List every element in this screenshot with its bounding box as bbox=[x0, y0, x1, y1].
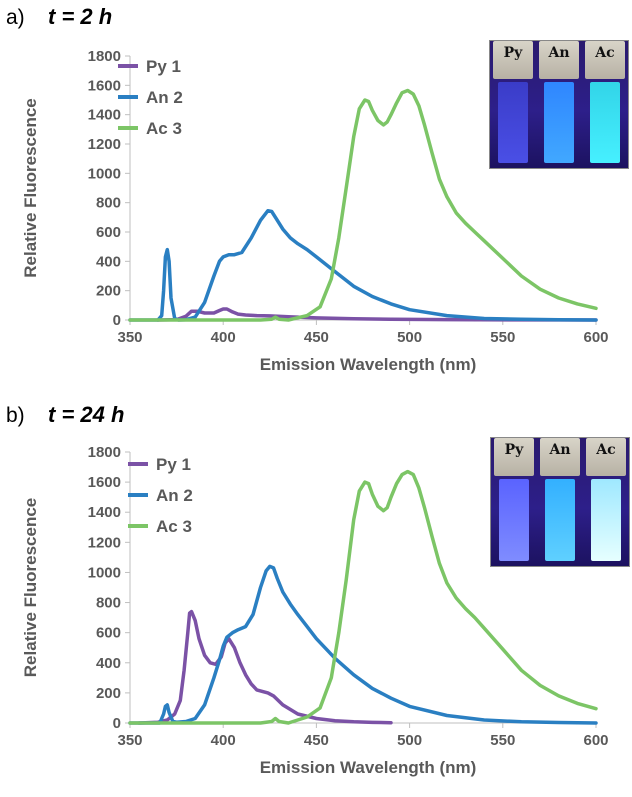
x-tick-label: 550 bbox=[490, 329, 515, 346]
vial-cap-label: An bbox=[548, 45, 570, 61]
panel-time-label: t = 24 h bbox=[48, 402, 125, 427]
legend-label-py: Py 1 bbox=[146, 57, 181, 76]
y-tick-label: 1200 bbox=[88, 136, 121, 153]
y-tick-label: 0 bbox=[113, 715, 121, 732]
y-tick-label: 0 bbox=[113, 312, 121, 329]
vial-py bbox=[498, 81, 528, 163]
vial-cap-an: An bbox=[538, 41, 580, 80]
y-tick-label: 1800 bbox=[88, 48, 121, 65]
y-tick-label: 1800 bbox=[88, 444, 121, 461]
x-tick-label: 350 bbox=[117, 329, 142, 346]
vial-py bbox=[499, 478, 529, 561]
x-tick-label: 500 bbox=[397, 732, 422, 749]
legend-label-an: An 2 bbox=[156, 486, 193, 505]
y-tick-label: 200 bbox=[96, 685, 121, 702]
x-axis-title: Emission Wavelength (nm) bbox=[260, 758, 477, 777]
vial-ac bbox=[590, 81, 620, 163]
y-tick-label: 200 bbox=[96, 283, 121, 300]
y-tick-label: 1400 bbox=[88, 107, 121, 124]
y-tick-label: 400 bbox=[96, 655, 121, 672]
legend-label-an: An 2 bbox=[146, 88, 183, 107]
y-tick-label: 600 bbox=[96, 224, 121, 241]
vial-cap-label: Ac bbox=[596, 442, 616, 458]
y-tick-label: 1400 bbox=[88, 504, 121, 521]
legend-label-py: Py 1 bbox=[156, 455, 191, 474]
panel-time-label: t = 2 h bbox=[48, 4, 113, 29]
series-line-ac bbox=[128, 88, 598, 322]
x-axis-title: Emission Wavelength (nm) bbox=[260, 355, 477, 374]
y-axis-title: Relative Fluorescence bbox=[21, 98, 40, 278]
vials-photo-b: Py An Ac bbox=[490, 437, 630, 567]
x-tick-label: 450 bbox=[304, 329, 329, 346]
series-line-ac bbox=[128, 469, 598, 725]
vial-cap-an: An bbox=[539, 438, 581, 477]
panel-b: b) t = 24 h 0 200 400 600 800 1000 1200 1400 160… bbox=[0, 398, 632, 797]
y-tick-label: 1000 bbox=[88, 564, 121, 581]
x-tick-label: 400 bbox=[211, 732, 236, 749]
y-tick-label: 1200 bbox=[88, 534, 121, 551]
vial-cap-label: Py bbox=[503, 45, 523, 61]
vials-photo-a: Py An Ac bbox=[489, 40, 629, 169]
panel-a: a) t = 2 h 0 200 400 600 800 1000 1200 1400 1600… bbox=[0, 0, 632, 398]
x-tick-label: 450 bbox=[304, 732, 329, 749]
x-tick-label: 600 bbox=[583, 732, 608, 749]
vial-ac bbox=[591, 478, 621, 561]
vial-cap-py: Py bbox=[492, 41, 534, 80]
panel-label: b) bbox=[6, 404, 25, 427]
vial-cap-ac: Ac bbox=[584, 41, 626, 80]
x-tick-label: 550 bbox=[490, 732, 515, 749]
vial-cap-label: Py bbox=[504, 442, 524, 458]
y-tick-label: 800 bbox=[96, 595, 121, 612]
vial-cap-label: An bbox=[549, 442, 571, 458]
series-line-py bbox=[156, 307, 598, 322]
series-line-an bbox=[128, 564, 598, 725]
legend-label-ac: Ac 3 bbox=[146, 119, 182, 138]
series-line-an bbox=[128, 208, 598, 322]
emission-chart-b: 0 200 400 600 800 1000 1200 1400 1600 1800 350 400 4… bbox=[21, 444, 609, 777]
vial-cap-label: Ac bbox=[595, 45, 615, 61]
y-tick-label: 1600 bbox=[88, 474, 121, 491]
vial-cap-py: Py bbox=[493, 438, 535, 477]
y-tick-label: 1600 bbox=[88, 77, 121, 94]
x-tick-label: 500 bbox=[397, 329, 422, 346]
vial-an bbox=[545, 478, 575, 561]
y-tick-label: 800 bbox=[96, 195, 121, 212]
vial-cap-ac: Ac bbox=[585, 438, 627, 477]
emission-chart-a: 0 200 400 600 800 1000 1200 1400 1600 1800 350 400 4… bbox=[21, 48, 609, 374]
x-tick-label: 400 bbox=[211, 329, 236, 346]
panel-label: a) bbox=[6, 6, 25, 29]
x-tick-label: 350 bbox=[117, 732, 142, 749]
y-tick-label: 600 bbox=[96, 625, 121, 642]
y-tick-label: 400 bbox=[96, 253, 121, 270]
y-tick-label: 1000 bbox=[88, 165, 121, 182]
y-axis-title: Relative Fluorescence bbox=[21, 498, 40, 678]
legend-label-ac: Ac 3 bbox=[156, 517, 192, 536]
series-line-py bbox=[137, 609, 393, 725]
x-tick-label: 600 bbox=[583, 329, 608, 346]
vial-an bbox=[544, 81, 574, 163]
